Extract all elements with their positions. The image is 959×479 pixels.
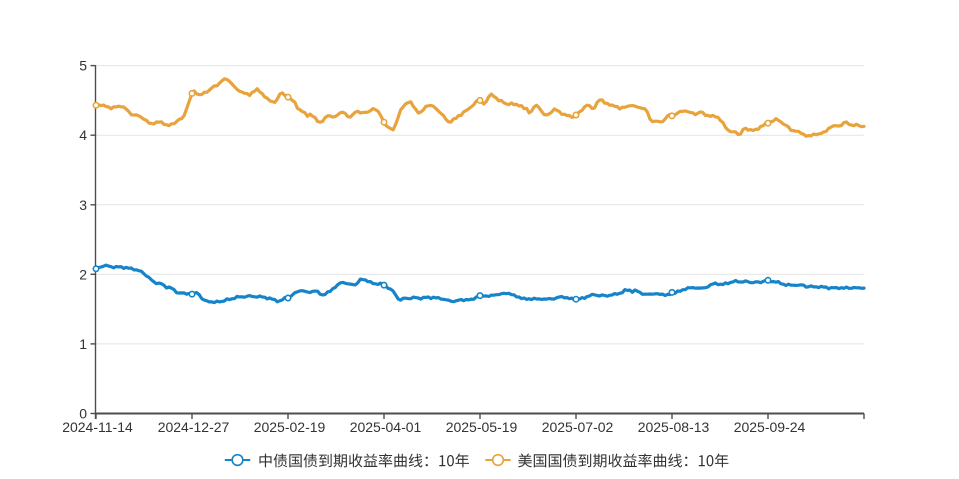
- svg-text:0: 0: [79, 406, 87, 422]
- svg-text:2025-02-19: 2025-02-19: [254, 419, 326, 435]
- svg-text:2025-05-19: 2025-05-19: [446, 419, 518, 435]
- svg-text:3: 3: [79, 197, 87, 213]
- svg-text:5: 5: [79, 58, 87, 74]
- svg-text:2024-11-14: 2024-11-14: [62, 419, 133, 435]
- svg-text:2025-09-24: 2025-09-24: [734, 419, 806, 435]
- svg-text:2: 2: [79, 266, 87, 282]
- svg-text:2025-08-13: 2025-08-13: [638, 419, 710, 435]
- svg-text:1: 1: [79, 336, 87, 352]
- svg-text:2025-04-01: 2025-04-01: [350, 419, 422, 435]
- svg-text:4: 4: [79, 127, 87, 143]
- svg-text:2024-12-27: 2024-12-27: [158, 419, 230, 435]
- svg-text:2025-07-02: 2025-07-02: [542, 419, 614, 435]
